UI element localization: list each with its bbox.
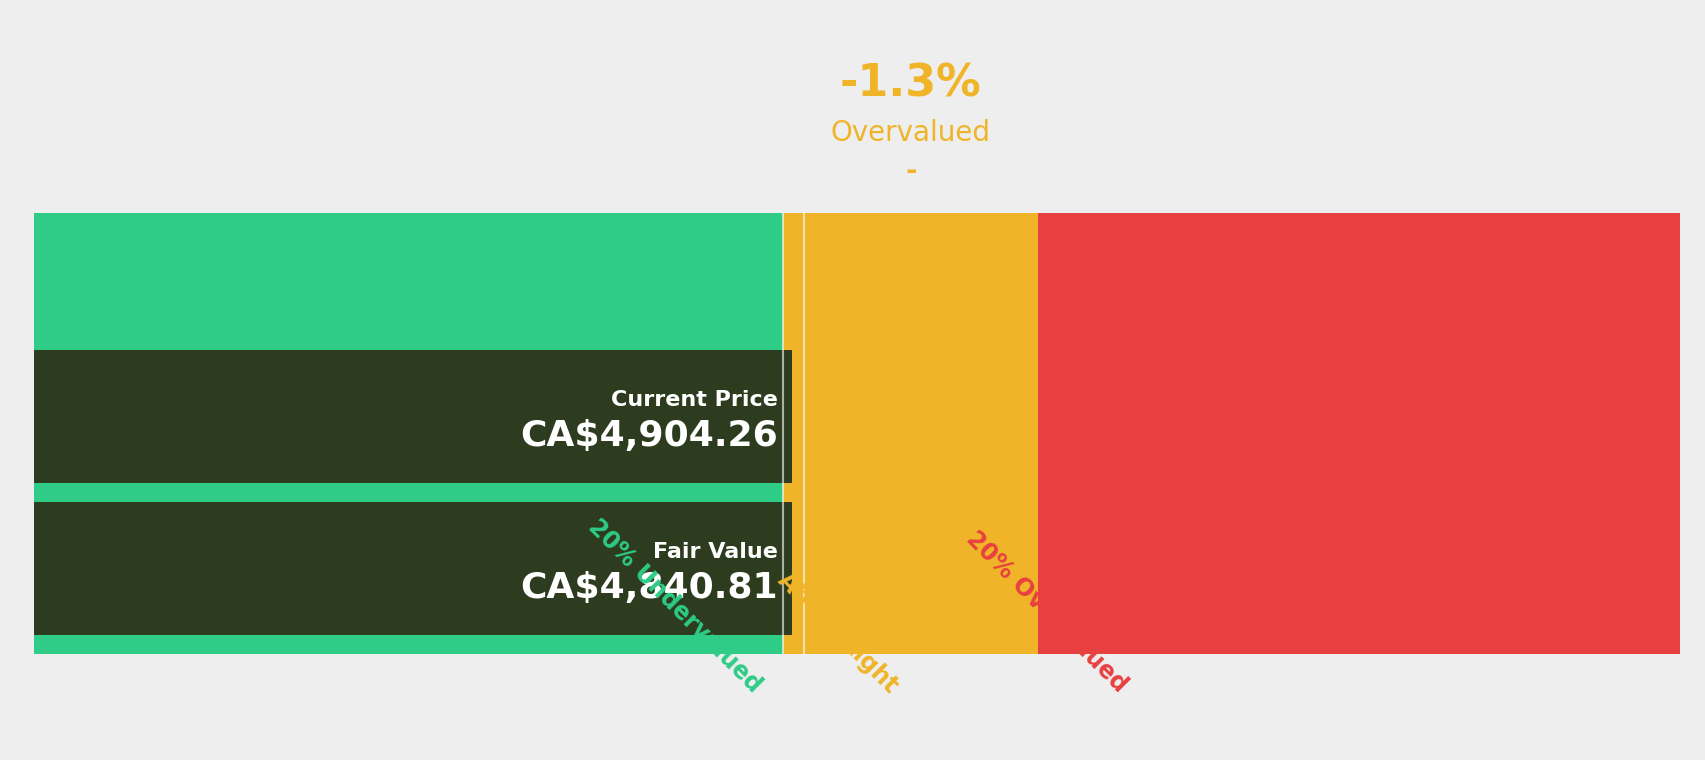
- Bar: [34, 350, 791, 483]
- Bar: [783, 213, 1038, 654]
- Bar: [34, 502, 791, 635]
- Bar: [34, 213, 783, 654]
- Text: -1.3%: -1.3%: [839, 62, 980, 105]
- Text: CA$4,904.26: CA$4,904.26: [520, 419, 777, 453]
- Text: 20% Undervalued: 20% Undervalued: [583, 515, 766, 697]
- Text: CA$4,840.81: CA$4,840.81: [520, 571, 777, 605]
- Text: 20% Overvalued: 20% Overvalued: [962, 527, 1132, 697]
- Text: -: -: [904, 157, 916, 185]
- Text: Overvalued: Overvalued: [830, 119, 991, 147]
- Text: Current Price: Current Price: [610, 390, 777, 410]
- Bar: [1038, 213, 1679, 654]
- Text: About Right: About Right: [772, 568, 902, 697]
- Text: Fair Value: Fair Value: [653, 542, 777, 562]
